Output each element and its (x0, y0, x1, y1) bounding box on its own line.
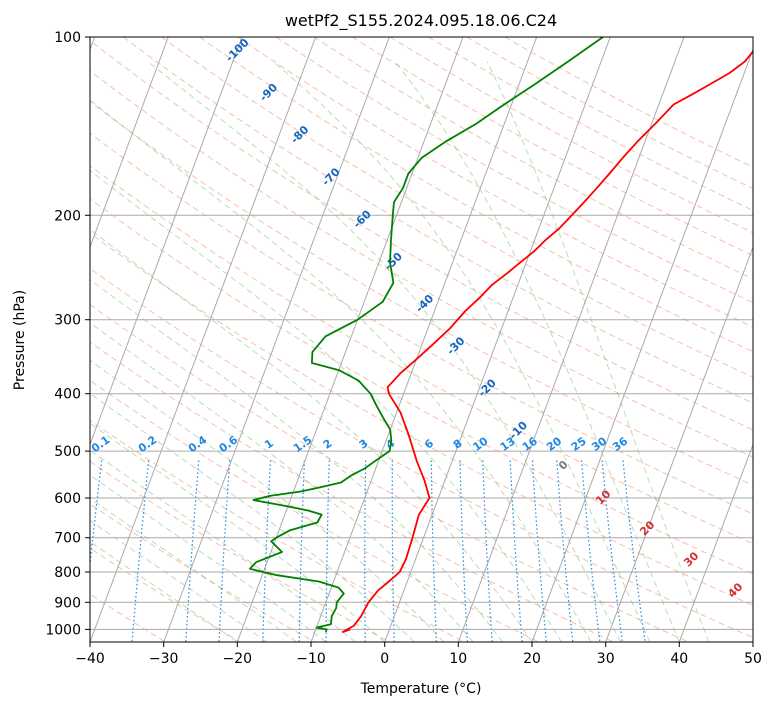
dry-adiabat (90, 165, 753, 545)
dry-adiabat (90, 379, 540, 642)
mixing-ratio-line (622, 460, 646, 642)
moist-adiabat (90, 474, 327, 642)
isotherm-line (163, 37, 390, 642)
dry-adiabat (275, 37, 753, 304)
y-tick-label: 700 (54, 531, 81, 547)
moist-adiabat (394, 61, 680, 642)
dry-adiabat (390, 37, 753, 234)
dry-adiabat (90, 40, 753, 431)
x-axis: −40 −30 −20 −10 0 10 20 30 40 50 (75, 642, 762, 667)
moist-adiabat (90, 322, 474, 642)
dry-adiabat (428, 37, 753, 212)
dry-adiabat (161, 37, 753, 378)
x-axis-label: Temperature (°C) (360, 681, 482, 697)
y-tick-label: 800 (54, 565, 81, 581)
x-tick-label: −40 (75, 651, 105, 667)
dry-adiabat (90, 304, 689, 642)
x-tick-label: 30 (597, 651, 615, 667)
y-tick-label: 500 (54, 444, 81, 460)
isotherm-line (531, 48, 753, 642)
isotherm-line (310, 37, 538, 642)
dry-adiabat (90, 503, 315, 642)
isotherm-line (90, 37, 317, 642)
x-tick-label: −30 (149, 651, 179, 667)
isotherm-line (384, 37, 611, 642)
x-tick-label: 40 (670, 651, 688, 667)
chart-title: wetPf2_S155.2024.095.18.06.C24 (285, 11, 557, 31)
moist-adiabat (90, 169, 562, 642)
isotherm-line (90, 37, 169, 249)
isotherm-line (90, 37, 243, 446)
moist-adiabat (147, 61, 621, 642)
profile-series (248, 37, 753, 633)
grid-lines (90, 37, 753, 642)
dry-adiabat (90, 232, 753, 606)
reference-lines (90, 37, 753, 642)
moist-adiabat (90, 99, 592, 642)
moist-adiabat (90, 422, 386, 642)
plot-frame (89, 36, 754, 643)
dry-adiabat (504, 37, 753, 168)
dry-adiabat (90, 132, 753, 515)
y-axis-label: Pressure (hPa) (12, 290, 28, 390)
moist-adiabat (90, 228, 533, 642)
mixing-ratio-line (581, 460, 601, 642)
x-tick-label: 10 (449, 651, 467, 667)
moist-adiabat (90, 278, 503, 642)
y-tick-label: 100 (54, 30, 81, 46)
y-axis: 1000 900 800 700 600 500 400 300 200 100 (45, 30, 90, 638)
moist-adiabat (90, 541, 238, 642)
moist-adiabat (90, 359, 444, 642)
y-tick-label: 600 (54, 491, 81, 507)
dewpoint-profile (248, 37, 604, 633)
y-tick-label: 300 (54, 313, 81, 329)
mixing-ratio-line (601, 460, 623, 642)
y-tick-label: 900 (54, 595, 81, 611)
y-tick-label: 200 (54, 208, 81, 224)
temperature-profile (341, 50, 753, 633)
dry-adiabat (313, 37, 753, 280)
x-tick-label: 0 (380, 651, 389, 667)
y-tick-label: 1000 (45, 622, 81, 638)
dry-adiabat (123, 37, 753, 404)
isotherm-line (605, 245, 753, 642)
moist-adiabat (90, 497, 297, 642)
x-tick-label: 20 (523, 651, 541, 667)
dry-adiabat (90, 341, 614, 642)
moist-adiabat (90, 519, 268, 642)
x-tick-label: −10 (296, 651, 326, 667)
isotherm-line (236, 37, 464, 642)
moist-adiabat (272, 61, 651, 642)
dry-adiabat (90, 101, 753, 486)
x-tick-label: 50 (744, 651, 762, 667)
y-tick-label: 400 (54, 387, 81, 403)
x-tick-label: −20 (223, 651, 253, 667)
isotherm-line (457, 37, 685, 642)
dry-adiabat (90, 267, 753, 639)
isotherm-line (678, 443, 753, 642)
moist-adiabat (486, 61, 710, 642)
